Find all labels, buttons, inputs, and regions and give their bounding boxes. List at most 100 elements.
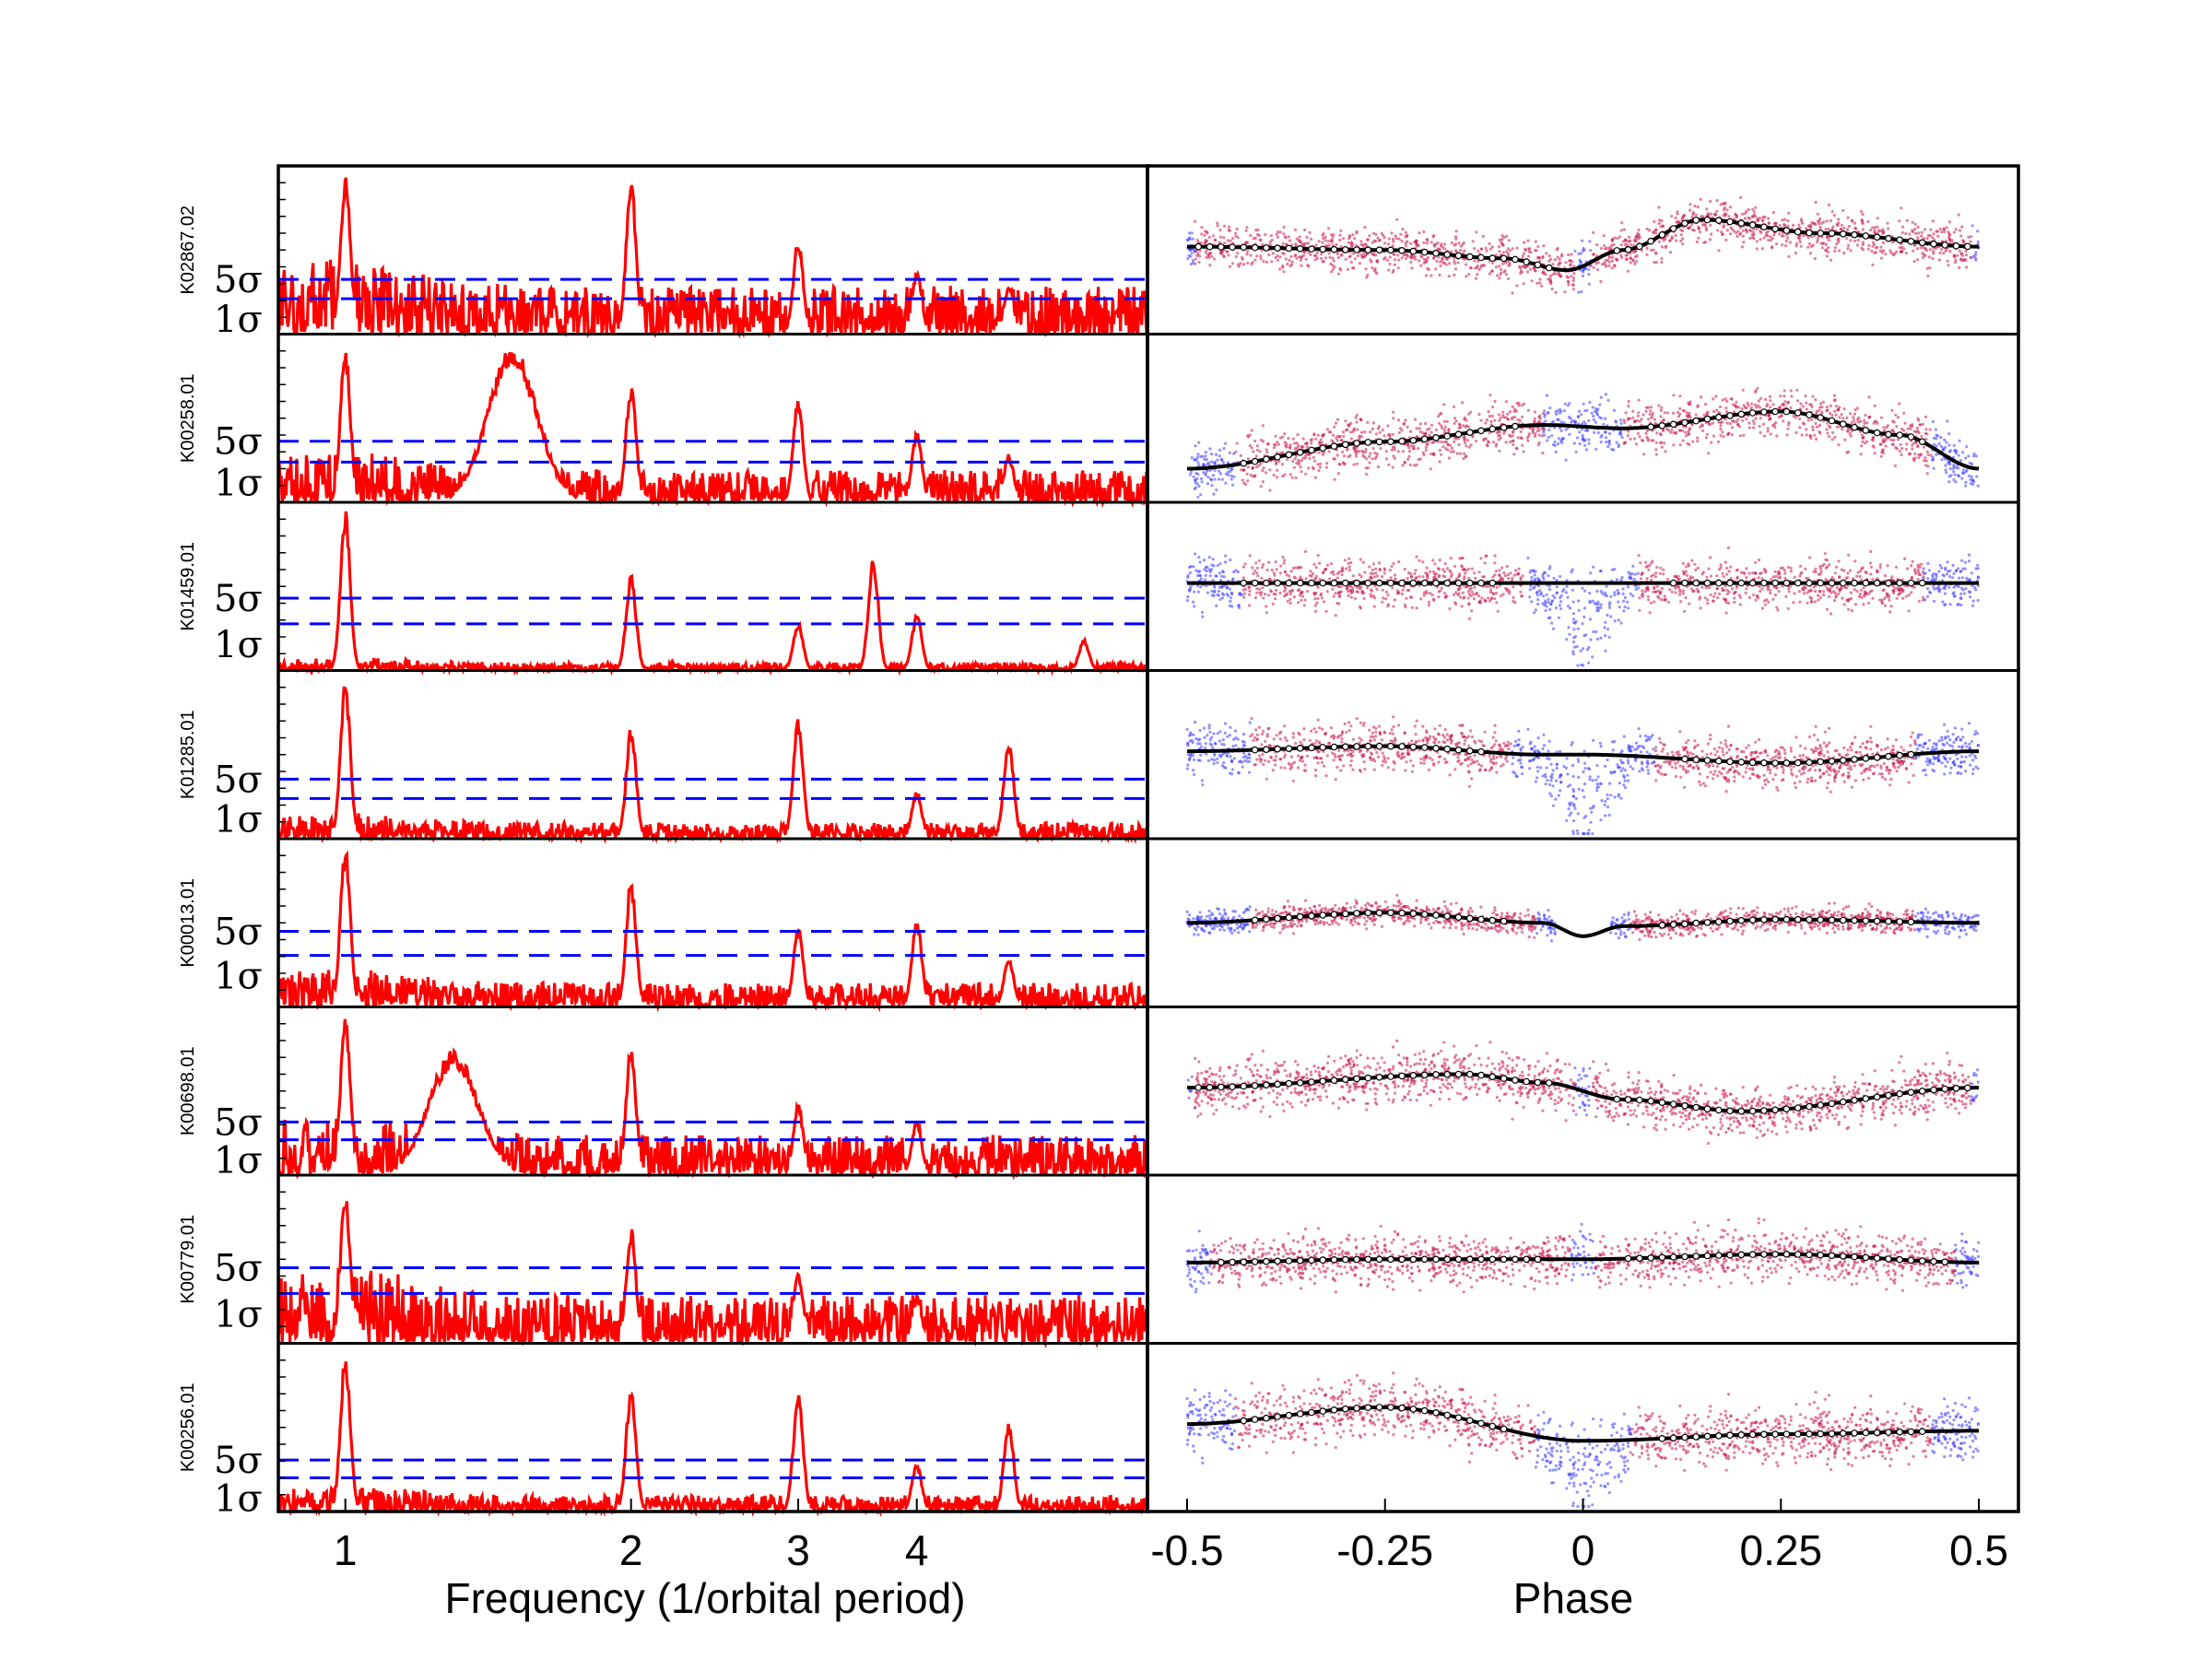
data-point [1660, 257, 1664, 261]
data-point [1828, 594, 1831, 599]
excluded-data-point [1953, 473, 1957, 477]
excluded-data-point [1587, 441, 1591, 445]
data-point [1474, 576, 1477, 581]
data-point [1241, 576, 1245, 580]
data-point [1654, 448, 1658, 452]
excluded-data-point [1192, 261, 1195, 265]
data-point [1261, 424, 1265, 428]
excluded-data-point [1949, 474, 1953, 477]
data-point [1688, 602, 1691, 606]
data-point [1619, 229, 1623, 232]
data-point [1802, 233, 1806, 238]
excluded-data-point [1544, 601, 1547, 605]
data-point [1816, 240, 1819, 244]
data-point [1799, 244, 1803, 248]
data-point [1301, 437, 1305, 441]
data-point [1347, 241, 1350, 244]
data-point [1498, 569, 1501, 572]
binned-point [1613, 247, 1621, 254]
binned-point [1206, 242, 1214, 251]
data-point [1719, 203, 1723, 206]
data-point [1454, 249, 1458, 253]
excluded-data-point [1616, 588, 1619, 593]
data-point [1331, 433, 1335, 437]
data-point [1514, 569, 1518, 572]
data-point [1690, 215, 1694, 218]
row-label-koi: K00013.01 [178, 878, 198, 968]
data-point [1795, 399, 1800, 403]
data-point [1752, 422, 1756, 426]
data-point [1928, 248, 1932, 252]
data-point [1812, 221, 1816, 225]
data-point [1442, 242, 1447, 246]
excluded-data-point [1192, 565, 1195, 569]
data-point [1572, 272, 1576, 276]
data-point [1294, 454, 1298, 458]
data-point [1827, 228, 1830, 231]
data-point [1391, 586, 1394, 590]
data-point [1257, 587, 1262, 591]
excluded-data-point [1565, 638, 1569, 641]
data-point [1444, 263, 1448, 266]
excluded-data-point [1604, 393, 1608, 396]
excluded-data-point [1594, 629, 1598, 634]
data-point [1835, 242, 1839, 246]
data-point [1849, 239, 1853, 242]
data-point [1434, 242, 1438, 246]
data-point [1431, 559, 1435, 562]
excluded-data-point [1571, 588, 1575, 592]
data-point [1401, 588, 1405, 592]
data-point [1351, 429, 1355, 433]
data-point [1344, 419, 1347, 423]
data-point [1251, 566, 1254, 570]
excluded-data-point [1576, 415, 1580, 418]
data-point [1295, 256, 1299, 260]
data-point [1758, 571, 1762, 575]
excluded-data-point [1967, 559, 1971, 563]
data-point [1648, 412, 1652, 417]
data-point [1894, 446, 1898, 450]
excluded-data-point [1587, 268, 1591, 272]
data-point [1536, 443, 1540, 447]
data-point [1248, 604, 1252, 607]
data-point [1288, 473, 1292, 477]
data-point [1533, 266, 1536, 270]
data-point [1387, 237, 1391, 241]
data-point [1532, 428, 1535, 431]
data-point [1834, 413, 1838, 417]
data-point [1255, 444, 1259, 448]
data-point [1477, 267, 1481, 271]
excluded-data-point [1572, 441, 1576, 445]
data-point [1685, 411, 1688, 415]
data-point [1732, 218, 1735, 221]
data-point [1567, 280, 1571, 284]
data-point [1497, 438, 1500, 441]
excluded-data-point [1191, 259, 1194, 263]
data-point [1647, 418, 1651, 421]
data-point [1727, 570, 1731, 573]
data-point [1624, 441, 1628, 444]
data-point [1386, 242, 1391, 246]
data-point [1879, 416, 1884, 419]
data-point [1307, 251, 1311, 254]
data-point [1610, 259, 1614, 263]
data-point [1401, 450, 1405, 453]
data-point [1622, 418, 1626, 422]
data-point [1251, 466, 1254, 470]
data-point [1713, 213, 1717, 217]
data-point [1397, 560, 1401, 564]
excluded-data-point [1636, 571, 1640, 575]
data-point [1205, 248, 1208, 253]
data-point [1837, 559, 1841, 563]
excluded-data-point [1633, 572, 1637, 576]
data-point [1305, 445, 1310, 449]
excluded-data-point [1961, 468, 1965, 472]
excluded-data-point [1952, 443, 1956, 447]
excluded-data-point [1954, 448, 1958, 452]
data-point [1276, 258, 1280, 262]
excluded-data-point [1581, 433, 1584, 438]
data-point [1495, 431, 1499, 435]
data-point [1635, 442, 1639, 446]
data-point [1320, 253, 1324, 256]
data-point [1458, 557, 1462, 560]
